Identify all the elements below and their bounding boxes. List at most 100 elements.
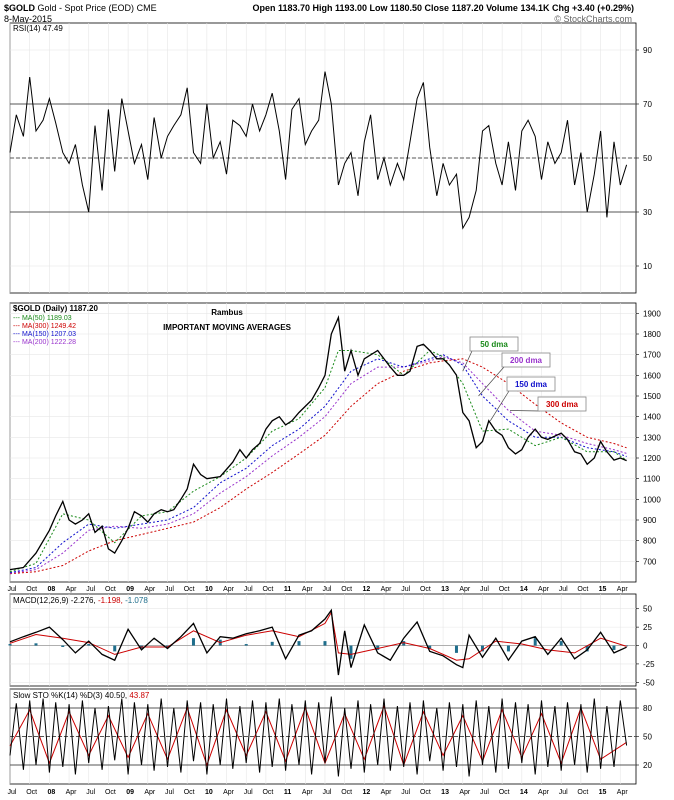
x-tick-label: Oct (420, 586, 431, 593)
x-tick-label: Apr (617, 586, 629, 593)
y-tick-label: 80 (643, 704, 652, 713)
annotation-label: 150 dma (515, 380, 548, 389)
watermark: © StockCharts.com (554, 14, 632, 24)
x-tick-label: 12 (362, 586, 370, 593)
legend-ma150: --- MA(150) 1207.03 (13, 331, 76, 338)
x-tick-label: Oct (577, 789, 588, 796)
y-tick-label: 25 (643, 623, 652, 632)
x-tick-label: 10 (205, 586, 213, 593)
y-tick-label: 20 (643, 761, 652, 770)
macd-hist-bar (34, 643, 38, 646)
x-tick-label: Oct (26, 586, 37, 593)
y-tick-label: 1900 (643, 309, 661, 318)
x-tick-label: Jul (480, 789, 489, 796)
y-tick-label: -50 (643, 678, 655, 687)
macd-hist-bar (533, 638, 537, 646)
macd-hist-bar (559, 641, 563, 646)
macd-hist-bar (244, 644, 248, 646)
x-tick-label: Jul (165, 586, 174, 593)
y-tick-label: 1500 (643, 392, 661, 401)
x-tick-label: 10 (205, 789, 213, 796)
y-tick-label: 700 (643, 557, 657, 566)
x-tick-label: 15 (599, 789, 607, 796)
macd-hist-bar (612, 645, 616, 650)
x-tick-label: 08 (47, 789, 55, 796)
macd-line (9, 608, 627, 676)
x-tick-label: Jul (86, 586, 95, 593)
rsi-line (9, 71, 628, 230)
y-tick-label: 1200 (643, 454, 661, 463)
quote-summary: Open 1183.70 High 1193.00 Low 1180.50 Cl… (252, 3, 634, 13)
x-tick-label: Apr (538, 789, 550, 796)
y-tick-label: 900 (643, 516, 657, 525)
macd-hist-bar (113, 645, 117, 652)
x-tick-label: Apr (381, 789, 393, 796)
x-tick-label: Jul (401, 789, 410, 796)
instrument-name: Gold - Spot Price (EOD) (37, 3, 135, 13)
x-tick-label: Oct (577, 586, 588, 593)
x-tick-label: Oct (184, 789, 195, 796)
x-tick-label: Apr (459, 789, 471, 796)
macd-hist-bar (402, 641, 406, 646)
x-tick-label: Jul (559, 789, 568, 796)
x-tick-label: Apr (223, 789, 235, 796)
panel-frame-price (9, 302, 637, 583)
y-tick-label: 800 (643, 537, 657, 546)
x-tick-label: 14 (520, 586, 528, 593)
macd-hist-bar (506, 645, 510, 652)
x-tick-label: Jul (322, 789, 331, 796)
x-tick-label: Jul (165, 789, 174, 796)
legend-ma50: --- MA(50) 1189.03 (13, 315, 72, 322)
x-tick-label: Oct (341, 586, 352, 593)
price-label: $GOLD (Daily) 1187.20 (13, 304, 98, 313)
macd-hist-bar (61, 645, 65, 647)
x-tick-label: Jul (480, 586, 489, 593)
y-tick-label: 1800 (643, 330, 661, 339)
x-tick-label: Apr (144, 586, 156, 593)
x-tick-label: Oct (341, 789, 352, 796)
x-tick-label: Jul (8, 586, 17, 593)
macd-hist-bar (165, 645, 169, 647)
annotation-label: 200 dma (510, 356, 543, 365)
x-tick-label: Oct (105, 586, 116, 593)
x-tick-label: Apr (302, 789, 314, 796)
y-tick-label: 50 (643, 605, 652, 614)
x-tick-label: 14 (520, 789, 528, 796)
y-tick-label: -25 (643, 660, 655, 669)
macd-hist-bar (191, 638, 195, 646)
x-tick-label: Jul (244, 586, 253, 593)
annotation-pointer (478, 366, 505, 397)
rsi-label: RSI(14) 47.49 (13, 24, 63, 33)
macd-hist-bar (428, 645, 432, 649)
annotation-label: 50 dma (480, 340, 508, 349)
sto-label: Slow STO %K(14) %D(3) 40.50, 43.87 (13, 691, 150, 700)
x-tick-label: Oct (26, 789, 37, 796)
chart-subtitle: IMPORTANT MOVING AVERAGES (163, 323, 292, 332)
annotation-label: 300 dma (546, 400, 579, 409)
x-tick-label: Jul (244, 789, 253, 796)
x-tick-label: Apr (538, 586, 550, 593)
macd-label: MACD(12,26,9) -2.276, -1.198, -1.078 (13, 596, 148, 605)
x-tick-label: 11 (284, 586, 292, 593)
legend-ma300: --- MA(300) 1249.42 (13, 323, 76, 330)
price-line (9, 315, 627, 571)
x-tick-label: Oct (499, 789, 510, 796)
ma300-line (9, 358, 627, 575)
macd-hist-bar (349, 645, 353, 659)
chart-title: Rambus (211, 308, 243, 317)
legend-ma200: --- MA(200) 1222.28 (13, 339, 76, 346)
macd-hist-bar (480, 645, 484, 652)
ma200-line (9, 356, 627, 574)
y-tick-label: 1000 (643, 495, 661, 504)
x-tick-label: Jul (8, 789, 17, 796)
x-tick-label: Apr (302, 586, 314, 593)
x-tick-label: Oct (262, 586, 273, 593)
x-tick-label: 09 (126, 789, 134, 796)
x-tick-label: Oct (499, 586, 510, 593)
x-tick-label: 13 (441, 789, 449, 796)
x-tick-label: 08 (47, 586, 55, 593)
chart-date: 8-May-2015 (4, 14, 53, 24)
annotation-pointer (490, 390, 510, 421)
x-tick-label: Oct (184, 586, 195, 593)
